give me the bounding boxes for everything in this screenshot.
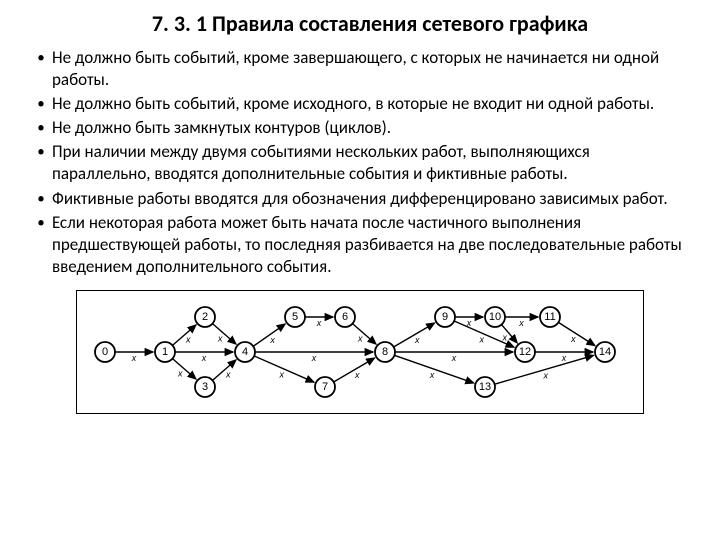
list-item: • Не должно быть событий, кроме завершаю…	[30, 47, 690, 91]
diagram-frame: xxxxxxxxxxxxxxxxxxxxxx012345678910111213…	[76, 290, 644, 414]
svg-text:x: x	[269, 335, 275, 345]
svg-text:x: x	[201, 353, 207, 363]
svg-text:8: 8	[382, 346, 388, 358]
bullet-icon: •	[30, 93, 52, 115]
svg-text:x: x	[561, 353, 567, 363]
svg-text:6: 6	[342, 311, 348, 323]
svg-text:x: x	[311, 353, 317, 363]
svg-text:11: 11	[544, 311, 555, 323]
svg-text:x: x	[429, 370, 435, 380]
bullet-icon: •	[30, 212, 52, 234]
page-title: 7. 3. 1 Правила составления сетевого гра…	[30, 10, 690, 37]
svg-text:x: x	[177, 368, 183, 378]
svg-text:7: 7	[322, 381, 328, 393]
svg-text:x: x	[278, 370, 284, 380]
bullet-icon: •	[30, 141, 52, 163]
list-item: • Не должно быть замкнутых контуров (цик…	[30, 117, 690, 139]
bullet-icon: •	[30, 188, 52, 210]
svg-text:2: 2	[202, 311, 208, 323]
bullet-text: Не должно быть событий, кроме исходного,…	[52, 93, 690, 115]
svg-text:x: x	[542, 370, 548, 380]
svg-text:5: 5	[292, 311, 298, 323]
bullet-text: Не должно быть событий, кроме завершающе…	[52, 47, 690, 91]
svg-text:3: 3	[202, 381, 208, 393]
svg-text:x: x	[131, 353, 137, 363]
svg-text:13: 13	[479, 381, 491, 393]
bullet-text: При наличии между двумя событиями нескол…	[52, 141, 690, 185]
list-item: • При наличии между двумя событиями неск…	[30, 141, 690, 185]
svg-text:12: 12	[519, 346, 531, 358]
svg-text:x: x	[217, 333, 223, 343]
svg-text:x: x	[357, 333, 363, 343]
svg-text:x: x	[502, 333, 508, 343]
svg-text:0: 0	[102, 346, 108, 358]
rules-list: • Не должно быть событий, кроме завершаю…	[30, 47, 690, 278]
network-diagram: xxxxxxxxxxxxxxxxxxxxxx012345678910111213…	[85, 297, 635, 407]
svg-text:x: x	[316, 318, 322, 328]
list-item: • Не должно быть событий, кроме исходног…	[30, 93, 690, 115]
svg-text:9: 9	[442, 311, 448, 323]
svg-text:x: x	[570, 334, 576, 344]
svg-text:4: 4	[242, 346, 248, 358]
list-item: • Если некоторая работа может быть начат…	[30, 212, 690, 278]
svg-text:x: x	[478, 335, 484, 345]
bullet-icon: •	[30, 117, 52, 139]
svg-text:10: 10	[489, 311, 501, 323]
svg-text:x: x	[414, 335, 420, 345]
bullet-text: Если некоторая работа может быть начата …	[52, 212, 690, 278]
svg-text:14: 14	[599, 346, 611, 358]
svg-text:x: x	[354, 370, 360, 380]
svg-text:x: x	[225, 370, 231, 380]
bullet-icon: •	[30, 47, 52, 69]
svg-text:x: x	[518, 318, 524, 328]
list-item: • Фиктивные работы вводятся для обозначе…	[30, 188, 690, 210]
svg-text:1: 1	[162, 346, 168, 358]
svg-text:x: x	[451, 353, 457, 363]
diagram-container: xxxxxxxxxxxxxxxxxxxxxx012345678910111213…	[30, 290, 690, 414]
svg-text:x: x	[185, 335, 191, 345]
bullet-text: Не должно быть замкнутых контуров (цикло…	[52, 117, 690, 139]
bullet-text: Фиктивные работы вводятся для обозначени…	[52, 188, 690, 210]
